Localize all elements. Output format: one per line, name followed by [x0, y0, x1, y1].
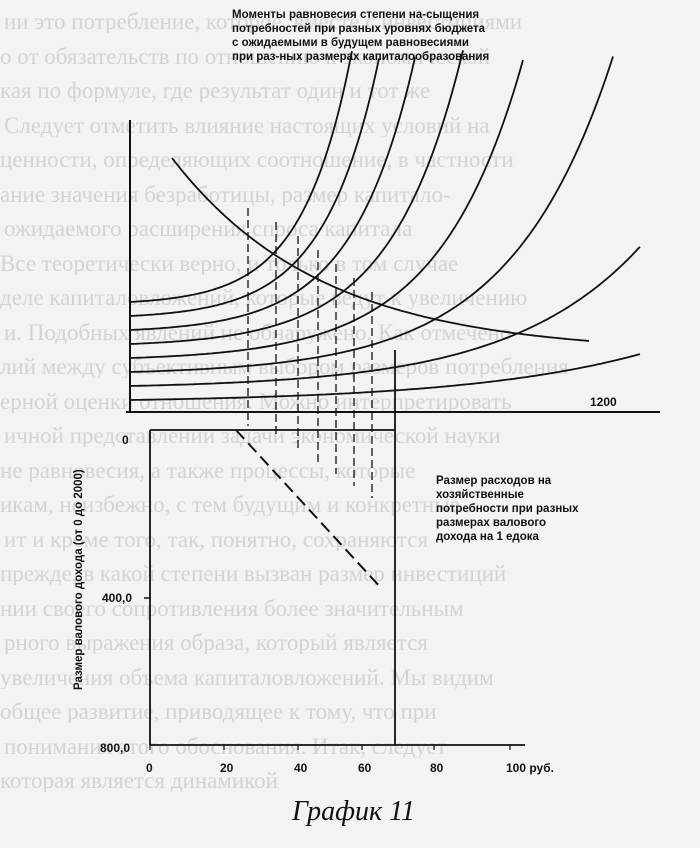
background-text-line: деле капиталовложений, которые ведут к у…	[0, 286, 528, 309]
background-text-line: рного выражения образа, который является	[4, 631, 428, 654]
budget-curve	[129, 50, 464, 345]
y-tick-400: 400,0	[102, 591, 132, 605]
budget-curve	[129, 59, 524, 359]
background-text-line: прежде, в какой степени вызван размер ин…	[0, 562, 507, 585]
budget-curve	[129, 246, 641, 387]
background-text-line: ценности, определяющих соотношение, в ча…	[0, 148, 514, 171]
background-text-line: не равновесия, а также процессы, которые	[0, 458, 416, 482]
x-tick-label: 80	[430, 761, 444, 775]
x-tick-label: 0	[146, 761, 153, 775]
background-text-line: Все теоретически верно, и только в том с…	[0, 251, 459, 275]
y-axis-label: Размер валового дохода (от 0 до 2000)	[73, 469, 85, 690]
upper-axis-label-1200: 1200	[590, 395, 617, 409]
background-text-line: кая по формуле, где результат один и тот…	[0, 79, 431, 102]
background-text-line: ожидаемого расширения спроса капитала	[4, 217, 413, 240]
x-tick-label: 100 руб.	[506, 761, 554, 775]
background-text-line: о от обязательств по отношению к экономи…	[0, 44, 491, 68]
budget-curve	[129, 50, 353, 303]
chart-title: Моменты равновесия степени на-сыщения по…	[232, 9, 490, 63]
budget-curve	[129, 57, 416, 331]
background-text-line: ии это потребление, которое, вместе с ин…	[4, 10, 523, 33]
background-text-line: икам, неизбежно, с тем будущим и конкрет…	[0, 493, 460, 516]
background-text-line: увеличения объема капиталовложений. Мы в…	[0, 665, 494, 689]
background-text-line: ит и кроме того, так, понятно, сохраняют…	[4, 527, 429, 551]
background-text-line: нии своего сопротивления более значитель…	[0, 596, 464, 620]
x-tick-label: 60	[358, 761, 372, 775]
background-text-line: Следует отметить влияние настоящих услов…	[4, 113, 490, 137]
y-tick-800: 800,0	[100, 741, 130, 755]
background-text-line: понимания этого обоснования. Итак, следу…	[4, 734, 447, 758]
background-text-line: ерной оценки отношения. Можно интерпрети…	[0, 389, 512, 413]
figure-caption: График 11	[292, 796, 416, 827]
lower-chart-annotation: Размер расходов на хозяйственные потребн…	[436, 475, 579, 543]
lower-dashed-line	[235, 429, 382, 589]
background-text-line: ание значения безработицы, размер капита…	[0, 182, 451, 206]
lower-origin-label: 0	[122, 433, 129, 447]
budget-curve	[130, 353, 641, 401]
equilibrium-curve	[171, 157, 590, 342]
budget-curve	[129, 58, 380, 317]
x-tick-label: 20	[220, 761, 234, 775]
background-text-line: общее развитие, приводящее к тому, что п…	[0, 700, 437, 723]
x-tick-label: 40	[294, 761, 308, 775]
background-text-line: которая является динамикой	[0, 769, 278, 792]
